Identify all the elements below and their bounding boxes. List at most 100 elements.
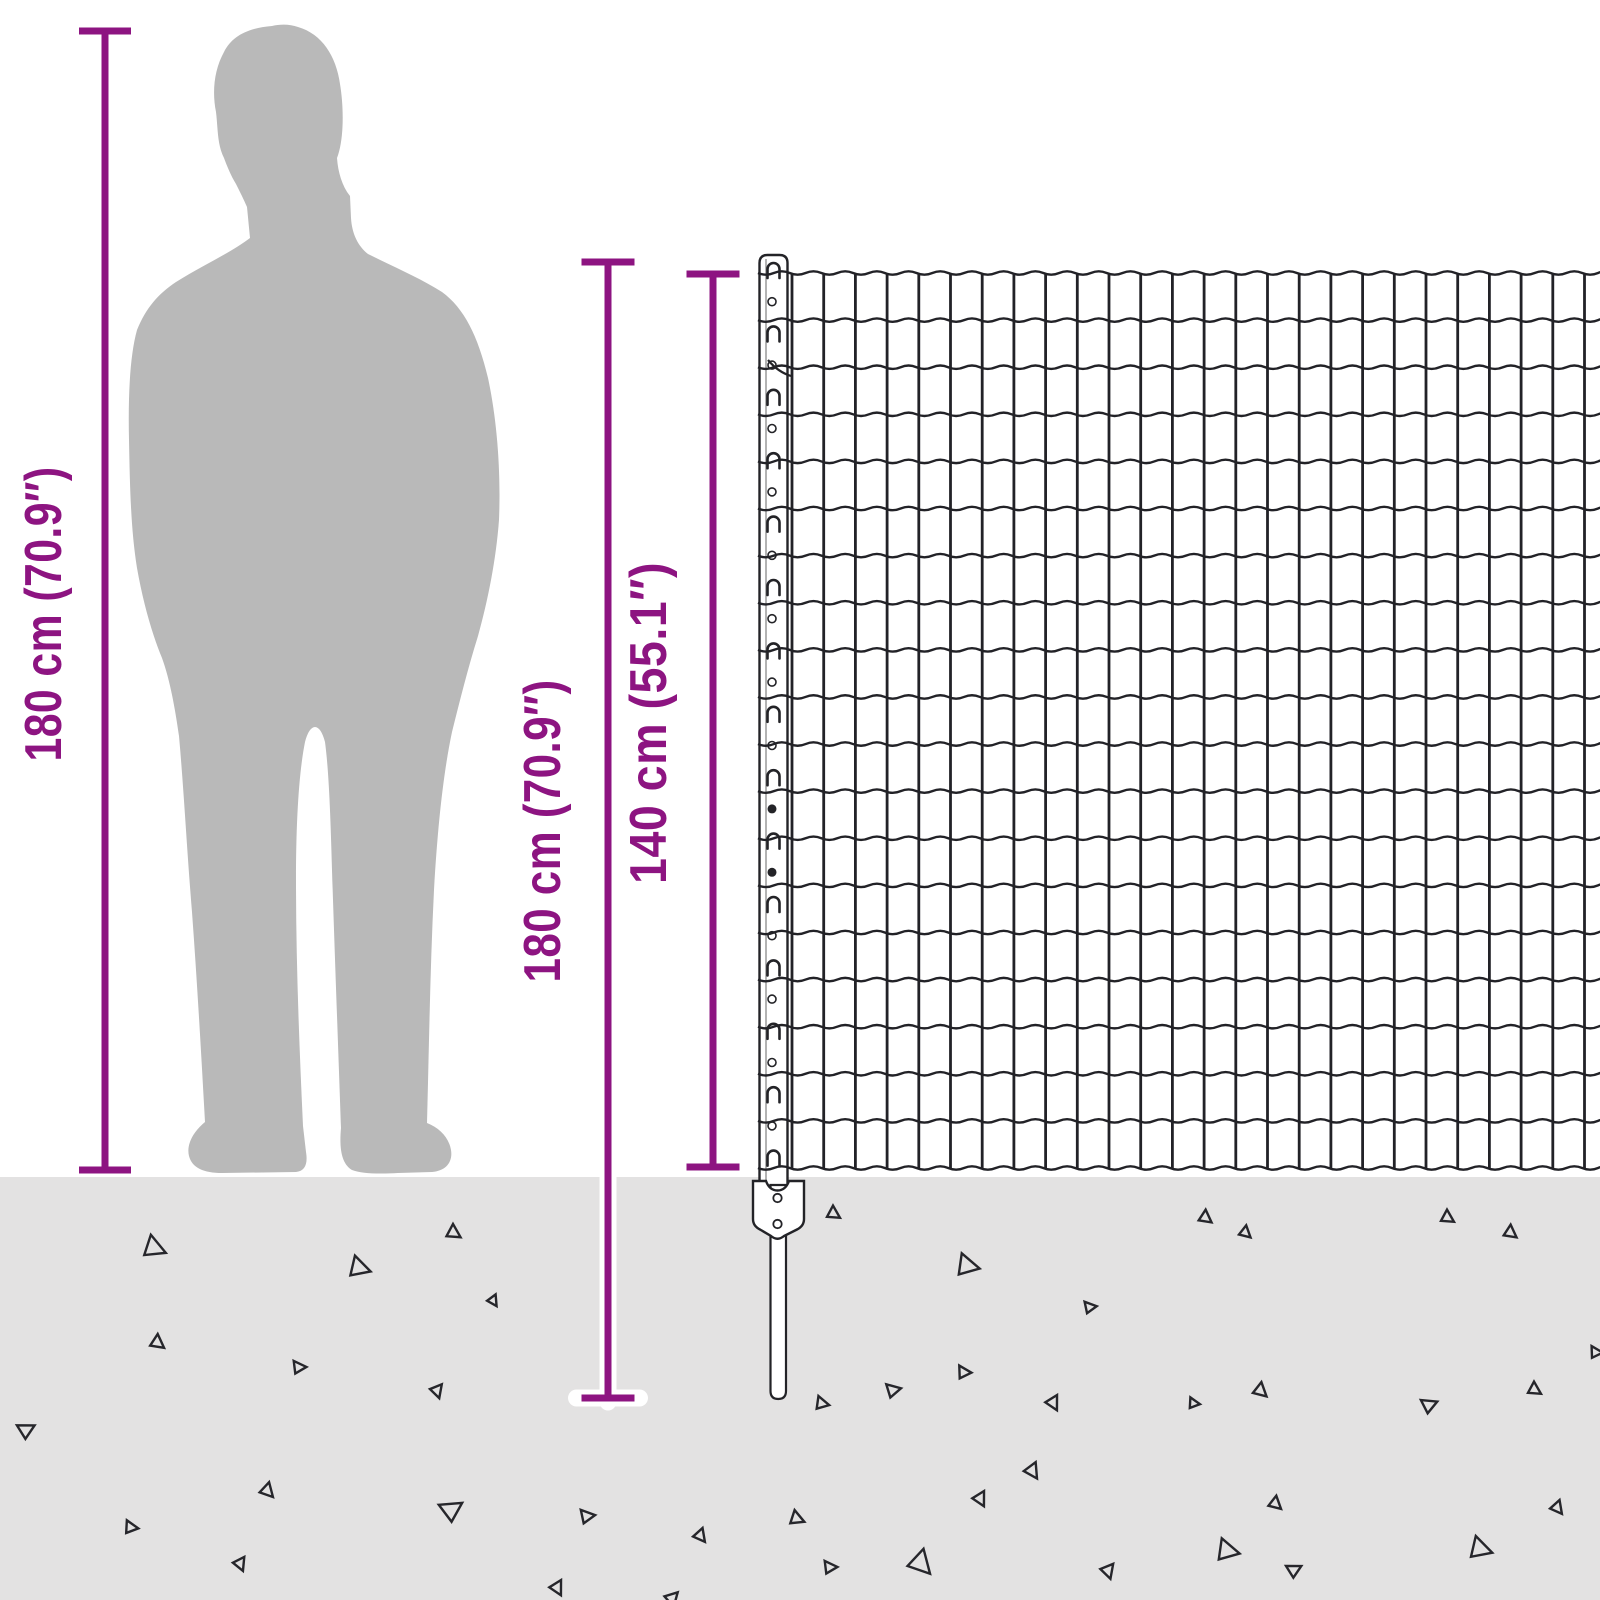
mesh-horizontal-wire — [757, 646, 1600, 653]
person-silhouette — [128, 24, 500, 1174]
mesh-horizontal-wire — [757, 270, 1600, 276]
mesh-horizontal-wire — [757, 788, 1600, 795]
post-hole — [767, 423, 777, 434]
post-anchor-plate — [751, 1179, 806, 1240]
gravel-triangle — [230, 1554, 246, 1574]
mesh-horizontal-wire — [757, 976, 1600, 983]
post-profile — [758, 253, 789, 1188]
dimension-line-post-height — [568, 258, 648, 1411]
ground — [0, 1177, 1600, 1600]
gravel-triangle — [905, 1546, 932, 1576]
gravel-triangle — [148, 1331, 167, 1350]
mesh-horizontal-wire — [757, 317, 1600, 324]
mesh-horizontal-wire — [757, 552, 1600, 559]
gravel-triangle — [484, 1292, 498, 1309]
gravel-triangle — [427, 1382, 444, 1401]
wire-clip-tick — [767, 359, 792, 378]
mesh-horizontal-wire — [757, 1023, 1600, 1030]
post-hook — [766, 832, 781, 850]
gravel-triangle — [1547, 1497, 1564, 1516]
post-hole — [767, 994, 777, 1004]
mesh-horizontal-wire — [757, 882, 1600, 889]
post-hook — [766, 515, 781, 533]
gravel-triangle — [1021, 1459, 1039, 1481]
post-anchor — [751, 1179, 806, 1401]
gravel-triangle — [1439, 1207, 1457, 1224]
fence-mesh — [757, 270, 1600, 1171]
post-hook — [766, 325, 781, 343]
post-hole — [767, 487, 777, 497]
gravel-triangle — [815, 1393, 832, 1411]
gravel-triangle — [970, 1488, 986, 1509]
fence-post — [758, 253, 789, 1188]
mesh-horizontal-wire — [757, 929, 1600, 936]
gravel-triangle — [1283, 1564, 1304, 1580]
mesh-horizontal-wire — [757, 1165, 1600, 1171]
gravel-triangle — [257, 1479, 275, 1499]
post-hook — [766, 705, 781, 724]
mesh-horizontal-wire — [757, 835, 1600, 842]
gravel-triangle — [547, 1577, 563, 1598]
gravel-triangle — [1217, 1536, 1243, 1562]
anchor-hole — [772, 1218, 783, 1230]
gravel-triangle — [823, 1558, 841, 1576]
gravel-triangle — [884, 1382, 904, 1400]
mesh-horizontal-wire — [757, 364, 1600, 371]
mesh-horizontal-wire — [757, 1117, 1600, 1124]
dimension-line-person-height — [79, 27, 131, 1174]
person-height-label: 180 cm (70.9″) — [15, 467, 73, 762]
post-hole — [767, 930, 777, 941]
gravel-triangle — [1188, 1395, 1203, 1410]
mesh-height-label: 140 cm (55.1″) — [620, 562, 678, 884]
post-hook — [766, 261, 781, 280]
gravel-triangle — [436, 1501, 465, 1524]
post-hole — [767, 1121, 777, 1131]
ground-speckles — [14, 1203, 1600, 1600]
post-hole — [767, 360, 777, 370]
gravel-triangle — [788, 1507, 807, 1525]
post-hole — [767, 740, 777, 751]
mesh-horizontal-wire — [757, 694, 1600, 700]
post-hook — [766, 1149, 781, 1167]
post-hook — [766, 578, 781, 597]
post-hook — [766, 642, 781, 660]
gravel-triangle — [1418, 1398, 1440, 1416]
gravel-triangle — [1196, 1207, 1214, 1224]
mesh-horizontal-wire — [757, 505, 1600, 512]
post-clips — [766, 261, 781, 1167]
post-hole — [767, 550, 777, 561]
gravel-triangle — [690, 1525, 707, 1544]
gravel-triangle — [142, 1232, 169, 1257]
mesh-horizontal-wire — [757, 458, 1600, 465]
gravel-triangle — [124, 1518, 141, 1535]
dimension-line-mesh-height — [686, 270, 740, 1171]
post-hook — [766, 768, 781, 787]
gravel-triangle — [1082, 1299, 1100, 1316]
post-height-label: 180 cm (70.9″) — [514, 680, 572, 983]
mesh-horizontal-wire — [757, 741, 1600, 747]
gravel-triangle — [579, 1507, 598, 1526]
post-hook — [766, 1022, 781, 1041]
post-hole — [767, 296, 777, 307]
anchor-hole — [772, 1192, 783, 1204]
post-hook — [766, 895, 781, 914]
post-hook — [766, 451, 781, 470]
gravel-triangle — [1250, 1379, 1269, 1399]
gravel-triangle — [1501, 1222, 1519, 1239]
gravel-triangle — [1236, 1222, 1253, 1240]
gravel-triangle — [1266, 1493, 1283, 1511]
gravel-triangle — [14, 1424, 37, 1442]
gravel-triangle — [1043, 1392, 1059, 1413]
gravel-triangle — [1526, 1379, 1544, 1396]
post-hole — [767, 677, 777, 687]
post-bolt — [767, 867, 777, 877]
post-hook — [766, 388, 781, 407]
post-hook — [766, 959, 781, 977]
gravel-triangle — [348, 1253, 374, 1277]
gravel-triangle — [1098, 1561, 1115, 1582]
gravel-triangle — [1469, 1533, 1495, 1559]
gravel-triangle — [1590, 1343, 1600, 1360]
post-bolt — [767, 804, 777, 814]
mesh-horizontal-wire — [757, 1070, 1600, 1077]
